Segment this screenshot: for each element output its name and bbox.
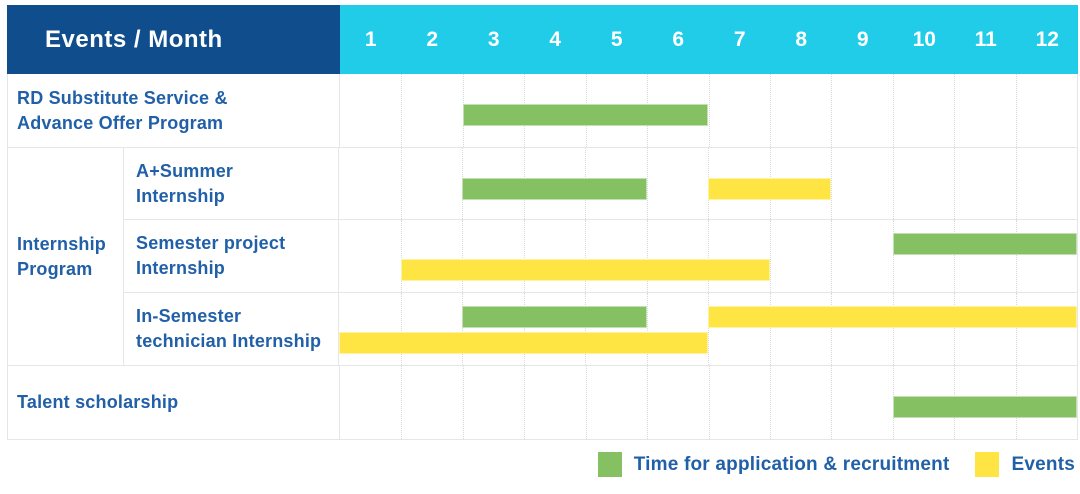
month-header-cell: 10: [912, 27, 936, 51]
month-gridline: [585, 293, 586, 365]
month-gridline: [708, 293, 709, 365]
month-gridline: [400, 293, 402, 365]
month-header-cell: 5: [610, 27, 623, 51]
month-gridline: [892, 74, 894, 147]
header-title-cell: Events / Month: [7, 5, 340, 74]
gantt-row-cell: [339, 293, 1077, 365]
row-semester-project-internship: Semester project Internship: [124, 220, 1077, 293]
month-gridline: [954, 148, 955, 219]
gantt-bar: [462, 104, 709, 126]
month-gridline: [400, 148, 402, 219]
gantt-bar: [708, 306, 1077, 328]
month-gridline: [708, 220, 709, 292]
group-sub-rows: A+Summer Internship Semester project Int…: [124, 148, 1077, 365]
legend: Time for application & recruitment Event…: [597, 452, 1075, 477]
month-gridline: [1015, 293, 1017, 365]
gantt-bar: [400, 259, 770, 281]
month-gridline: [1015, 74, 1017, 147]
months-row: 1 2 3 4 5 6 7 8 9 10 11 12: [340, 5, 1078, 74]
row-rd-substitute-service: RD Substitute Service & Advance Offer Pr…: [8, 74, 1077, 148]
legend-swatch-recruitment: [597, 452, 622, 477]
month-header-cell: 12: [1035, 27, 1059, 51]
month-header-cell: 7: [733, 27, 746, 51]
month-header-cell: 1: [364, 27, 377, 51]
month-gridline: [769, 74, 771, 147]
gantt-bar: [892, 233, 1077, 255]
month-gridline: [954, 220, 955, 292]
month-gridline: [769, 293, 771, 365]
gantt-bar: [708, 178, 831, 200]
header-row: Events / Month 1 2 3 4 5 6 7 8 9 10 11 12: [7, 5, 1078, 74]
gantt-bar: [892, 396, 1077, 418]
month-gridline: [401, 74, 403, 147]
gantt-row-cell: [339, 220, 1077, 292]
month-gridline: [708, 74, 710, 147]
legend-label-recruitment: Time for application & recruitment: [633, 453, 950, 475]
gantt-row-cell: [340, 74, 1077, 147]
month-gridline: [400, 220, 402, 292]
gantt-bar: [339, 332, 708, 354]
month-gridline: [1015, 220, 1017, 292]
month-gridline: [831, 293, 832, 365]
month-gridline: [462, 366, 464, 439]
month-gridline: [892, 220, 894, 292]
legend-swatch-events: [975, 452, 1000, 477]
month-gridline: [769, 366, 771, 439]
row-label: A+Summer Internship: [124, 148, 339, 219]
table-body: RD Substitute Service & Advance Offer Pr…: [7, 74, 1078, 440]
month-gridline: [524, 366, 526, 439]
month-header-cell: 4: [549, 27, 562, 51]
month-gridline: [523, 220, 525, 292]
month-gridline: [954, 293, 955, 365]
month-gridline: [646, 293, 648, 365]
gantt-table: Events / Month 1 2 3 4 5 6 7 8 9 10 11 12 RD Substi…: [7, 5, 1078, 440]
legend-label-events: Events: [1011, 453, 1075, 475]
month-gridline: [462, 293, 463, 365]
row-label: Talent scholarship: [8, 366, 340, 439]
month-gridline: [831, 74, 833, 147]
gantt-bar: [462, 178, 647, 200]
month-gridline: [769, 220, 771, 292]
group-label: Internship Program: [8, 148, 124, 365]
month-header-cell: 8: [795, 27, 808, 51]
month-gridline: [954, 74, 956, 147]
row-a-summer-internship: A+Summer Internship: [124, 148, 1077, 220]
month-gridline: [647, 366, 649, 439]
row-label: In-Semester technician Internship: [124, 293, 339, 365]
row-talent-scholarship: Talent scholarship: [8, 366, 1077, 440]
row-label: Semester project Internship: [124, 220, 339, 292]
month-header-cell: 9: [856, 27, 869, 51]
month-gridline: [523, 293, 525, 365]
month-header-cell: 3: [487, 27, 500, 51]
month-header-cell: 2: [426, 27, 439, 51]
month-header-cell: 11: [974, 27, 997, 51]
row-label: RD Substitute Service & Advance Offer Pr…: [8, 74, 340, 147]
month-gridline: [646, 220, 648, 292]
month-gridline: [708, 366, 710, 439]
month-header-cell: 6: [672, 27, 685, 51]
month-gridline: [585, 220, 586, 292]
month-gridline: [401, 366, 403, 439]
month-gridline: [646, 148, 648, 219]
month-gridline: [1015, 148, 1017, 219]
gantt-row-cell: [339, 148, 1077, 219]
month-gridline: [892, 148, 894, 219]
month-gridline: [831, 366, 833, 439]
month-gridline: [892, 293, 894, 365]
gantt-row-cell: [340, 366, 1077, 439]
gantt-bar: [462, 306, 647, 328]
row-in-semester-technician-internship: In-Semester technician Internship: [124, 293, 1077, 365]
group-internship-program: Internship Program A+Summer Internship S…: [8, 148, 1077, 366]
month-gridline: [462, 220, 463, 292]
month-gridline: [831, 220, 832, 292]
month-gridline: [831, 148, 832, 219]
month-gridline: [585, 366, 587, 439]
